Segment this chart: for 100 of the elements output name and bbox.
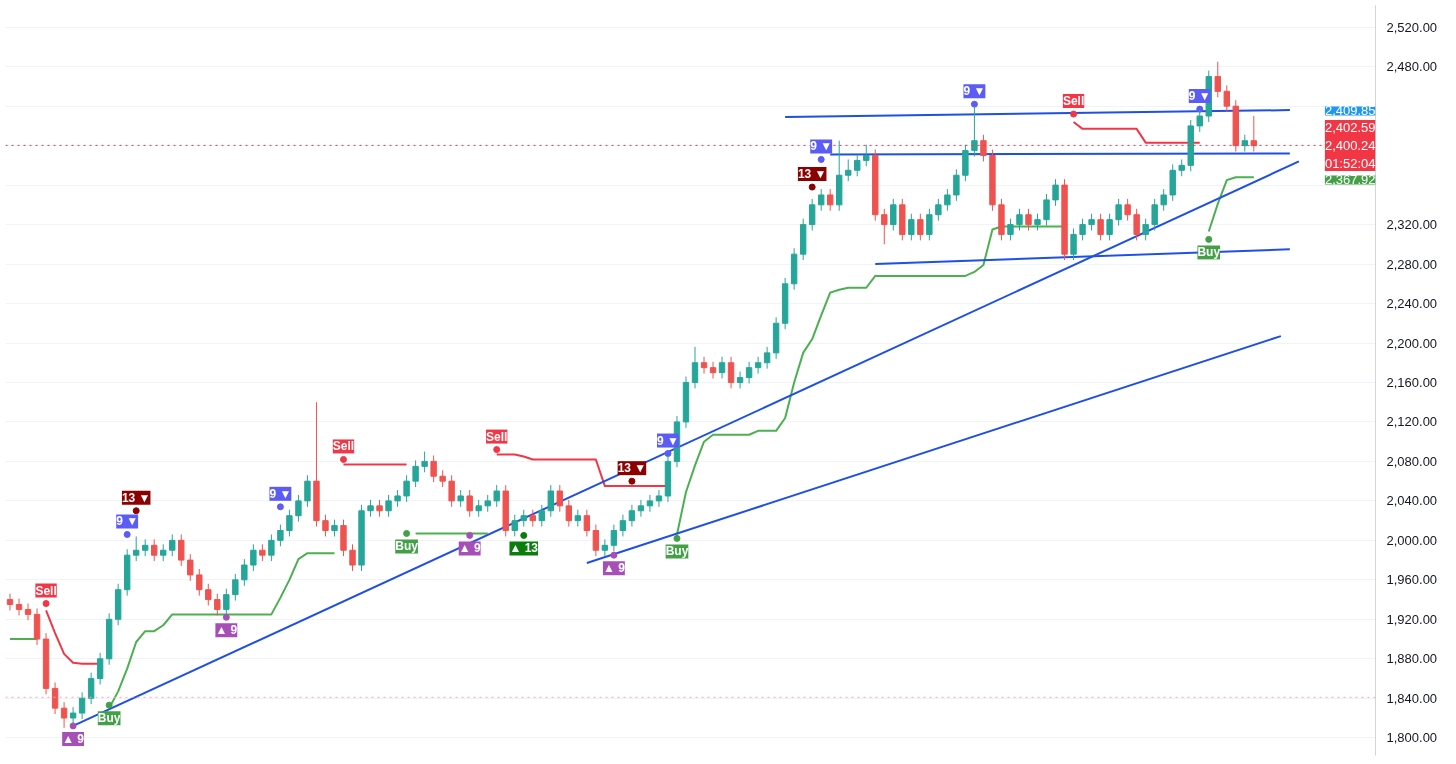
- y-tick-label: 2,000.00: [1386, 532, 1438, 548]
- candlestick: [754, 356, 762, 375]
- candlestick: [1079, 218, 1086, 241]
- candlestick: [736, 371, 744, 389]
- point: [1196, 105, 1204, 113]
- point: [403, 529, 411, 537]
- candlestick: [412, 459, 419, 488]
- candlestick: [917, 213, 924, 241]
- annotation: 9 ▼: [269, 486, 292, 501]
- y-tick-label: 2,040.00: [1386, 493, 1438, 509]
- y-tick-label: 2,520.00: [1386, 19, 1438, 35]
- candlestick: [1250, 115, 1258, 153]
- annotation: 2,409.85: [1324, 103, 1376, 119]
- annotation: 9 ▼: [657, 433, 679, 448]
- candlestick: [1214, 61, 1221, 98]
- point: [808, 183, 816, 191]
- candlestick: [96, 652, 104, 685]
- point: [520, 531, 528, 539]
- candlestick: [890, 198, 897, 231]
- point: [132, 507, 140, 515]
- annotation: Sell: [332, 439, 355, 454]
- point: [222, 613, 230, 621]
- candlestick: [214, 593, 221, 616]
- candlestick: [1106, 213, 1113, 241]
- annotation: 9 ▼: [116, 514, 139, 529]
- candlestick: [6, 593, 14, 611]
- candlestick: [619, 514, 627, 537]
- annotation: Buy: [1197, 245, 1221, 260]
- candlestick: [592, 524, 600, 557]
- candlestick: [511, 514, 518, 537]
- candlestick: [1052, 178, 1059, 207]
- candlestick: [709, 361, 717, 380]
- point: [817, 155, 825, 163]
- candlestick: [187, 553, 194, 582]
- candlestick: [547, 484, 554, 518]
- candlestick: [1151, 198, 1158, 231]
- candlestick: [1223, 84, 1230, 113]
- y-tick-label: 1,840.00: [1386, 690, 1438, 706]
- candlestick: [845, 158, 852, 182]
- point: [628, 477, 636, 485]
- candlestick: [24, 603, 32, 621]
- candlestick: [1007, 218, 1014, 241]
- candlestick: [817, 188, 825, 212]
- candlestick: [304, 474, 311, 508]
- candlestick: [953, 168, 960, 202]
- point: [1070, 110, 1078, 118]
- candlestick: [538, 504, 545, 528]
- candlestick: [628, 504, 636, 528]
- candlestick: [205, 583, 212, 606]
- candlestick: [78, 691, 86, 720]
- y-tick-label: 2,480.00: [1386, 59, 1438, 75]
- annotation: ▲ 9: [602, 561, 626, 576]
- ref-line-label: 2,402.59 2,400.24 01:52:04: [1324, 119, 1376, 171]
- candlestick: [610, 524, 618, 552]
- annotation: 9 ▼: [1188, 89, 1211, 104]
- candlestick: [700, 356, 708, 375]
- candlestick: [1124, 198, 1131, 222]
- candlestick: [169, 533, 176, 557]
- annotation: ▲ 9: [62, 731, 85, 746]
- candlestick: [854, 154, 861, 177]
- y-tick-label: 2,280.00: [1386, 256, 1438, 272]
- candlestick: [827, 188, 834, 212]
- y-tick-label: 1,800.00: [1386, 730, 1438, 746]
- candlestick: [601, 538, 609, 557]
- y-tick-label: 1,880.00: [1386, 651, 1438, 667]
- candlestick: [232, 573, 239, 602]
- y-tick-label: 1,960.00: [1386, 572, 1438, 588]
- annotation: 13 ▼: [617, 461, 647, 476]
- candlestick: [250, 543, 257, 572]
- annotation: Sell: [486, 429, 508, 444]
- candlestick: [655, 489, 663, 508]
- candlestick: [51, 681, 59, 715]
- line-series: [1207, 176, 1255, 233]
- candlestick: [349, 543, 356, 572]
- y-tick-label: 2,320.00: [1386, 217, 1438, 233]
- candlestick: [132, 535, 140, 562]
- point: [276, 503, 284, 511]
- point: [42, 600, 50, 608]
- candlestick: [637, 499, 645, 518]
- candlestick: [277, 524, 284, 547]
- annotation: ▲ 13: [509, 541, 539, 556]
- candlestick: [87, 672, 95, 705]
- annotation: Buy: [97, 711, 121, 726]
- point: [466, 531, 474, 539]
- candlestick: [727, 356, 735, 389]
- point: [105, 701, 113, 709]
- candlestick: [863, 144, 870, 167]
- point: [493, 446, 501, 454]
- candlestick: [15, 598, 23, 616]
- point: [1205, 235, 1213, 243]
- candlestick: [935, 198, 942, 222]
- candlestick: [908, 213, 915, 241]
- candlestick: [745, 361, 753, 384]
- candlestick: [1070, 228, 1077, 261]
- candlestick: [421, 451, 428, 473]
- candlestick: [196, 568, 203, 597]
- candlestick: [286, 509, 293, 537]
- annotation: 13 ▼: [121, 490, 151, 505]
- candlestick: [1097, 213, 1104, 241]
- y-tick-label: 2,080.00: [1386, 453, 1438, 469]
